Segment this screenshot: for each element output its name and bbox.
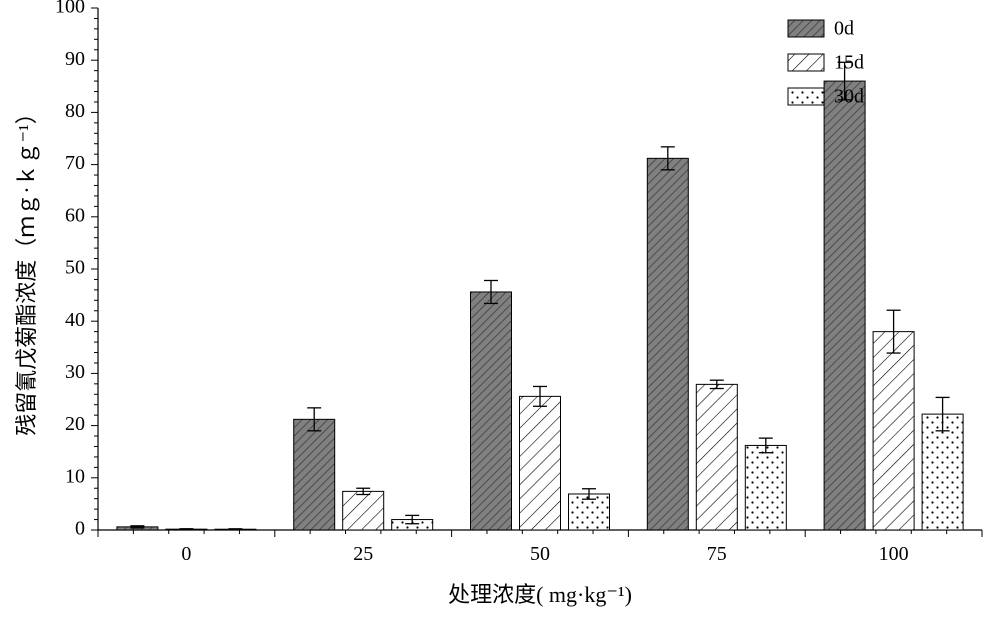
bar bbox=[294, 419, 335, 530]
svg-text:50: 50 bbox=[530, 543, 550, 565]
bar bbox=[873, 332, 914, 530]
svg-text:残留氰戊菊酯浓度（ｍｇ·ｋｇ⁻¹）: 残留氰戊菊酯浓度（ｍｇ·ｋｇ⁻¹） bbox=[14, 102, 39, 436]
svg-text:90: 90 bbox=[65, 48, 85, 70]
bar bbox=[520, 396, 561, 530]
svg-text:80: 80 bbox=[65, 100, 85, 122]
svg-text:100: 100 bbox=[55, 0, 85, 18]
svg-text:60: 60 bbox=[65, 204, 85, 226]
svg-text:30: 30 bbox=[65, 361, 85, 383]
svg-text:10: 10 bbox=[65, 465, 85, 487]
bar bbox=[745, 445, 786, 530]
svg-text:100: 100 bbox=[879, 543, 909, 565]
bar bbox=[824, 81, 865, 530]
legend-swatch bbox=[788, 88, 824, 105]
svg-text:70: 70 bbox=[65, 152, 85, 174]
svg-text:75: 75 bbox=[707, 543, 727, 565]
bar bbox=[343, 491, 384, 530]
bar bbox=[696, 384, 737, 530]
legend-label: 0d bbox=[834, 17, 854, 39]
legend-swatch bbox=[788, 54, 824, 71]
chart-container: 0 10 20 30 40 50 60 70 80 90 100 0 25 50 75 100 处理浓度( mg… bbox=[0, 0, 1000, 623]
bar bbox=[922, 414, 963, 530]
svg-text:25: 25 bbox=[353, 543, 373, 565]
svg-text:20: 20 bbox=[65, 413, 85, 435]
bar bbox=[647, 158, 688, 530]
legend-label: 30d bbox=[834, 85, 864, 107]
residual-concentration-bar-chart: 0 10 20 30 40 50 60 70 80 90 100 0 25 50 75 100 处理浓度( mg… bbox=[0, 0, 1000, 623]
svg-text:40: 40 bbox=[65, 309, 85, 331]
svg-text:0: 0 bbox=[181, 543, 191, 565]
svg-text:0: 0 bbox=[75, 518, 85, 540]
legend-swatch bbox=[788, 20, 824, 37]
svg-text:50: 50 bbox=[65, 257, 85, 279]
legend-label: 15d bbox=[834, 51, 864, 73]
svg-text:处理浓度( mg·kg⁻¹): 处理浓度( mg·kg⁻¹) bbox=[448, 582, 632, 607]
bar bbox=[471, 292, 512, 530]
